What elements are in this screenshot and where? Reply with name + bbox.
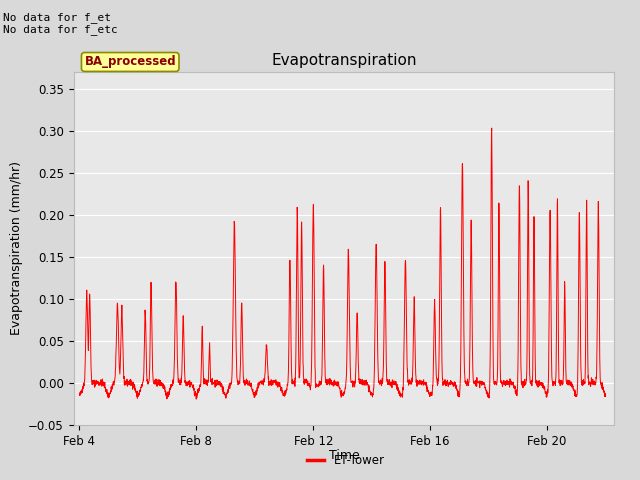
Text: BA_processed: BA_processed xyxy=(84,56,176,69)
Title: Evapotranspiration: Evapotranspiration xyxy=(271,53,417,68)
X-axis label: Time: Time xyxy=(328,449,360,462)
Text: No data for f_et: No data for f_et xyxy=(3,12,111,23)
Y-axis label: Evapotranspiration (mm/hr): Evapotranspiration (mm/hr) xyxy=(10,161,22,336)
Text: No data for f_etc: No data for f_etc xyxy=(3,24,118,35)
Legend: ET-Tower: ET-Tower xyxy=(302,449,389,472)
